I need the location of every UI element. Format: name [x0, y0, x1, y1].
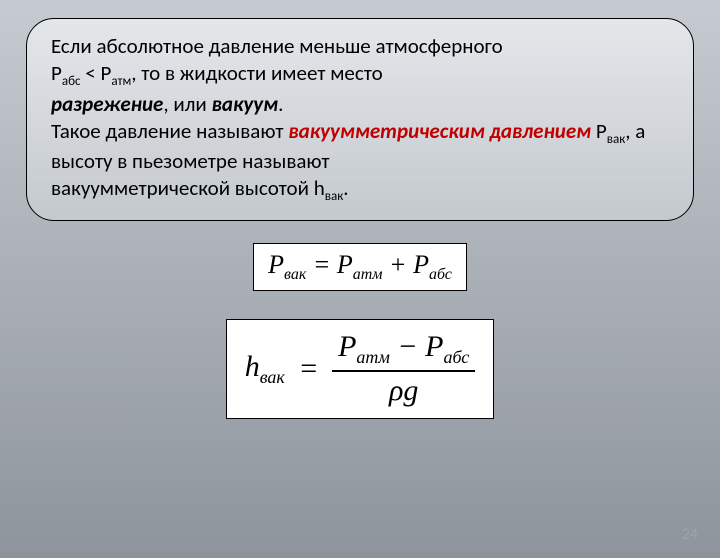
f1-sub-atm: атм: [353, 266, 383, 283]
f2-P2: P: [425, 330, 443, 363]
f2-sub-vak: вак: [260, 367, 285, 387]
text-line3-b: .: [278, 91, 283, 117]
text-line2-b: < Р: [81, 60, 112, 86]
em-vacuumetric-pressure: вакуумметрическим давлением: [288, 118, 591, 144]
f2-sub-atm: атм: [356, 347, 390, 367]
f2-minus: −: [390, 330, 425, 363]
f1-sub-abs: абс: [429, 266, 452, 283]
f2-rho: ρ: [389, 374, 403, 407]
f2-sub-abs: абс: [443, 347, 469, 367]
sub-vak: вак: [607, 132, 625, 147]
em-vacuum: вакуум: [212, 91, 279, 117]
definition-box: Если абсолютное давление меньше атмосфер…: [26, 18, 694, 221]
formula-pvak: Pвак = Pатм + Pабс: [253, 243, 467, 291]
f1-P1: P: [268, 250, 284, 279]
em-rarefaction: разрежение: [51, 91, 163, 117]
sub-abs: абс: [62, 74, 81, 89]
text-line1: Если абсолютное давление меньше атмосфер…: [51, 33, 503, 59]
text-line2-c: , то в жидкости имеет место: [131, 60, 382, 86]
f2-eq: =: [292, 352, 324, 386]
f2-P1: P: [338, 330, 356, 363]
f1-P3: P: [413, 250, 429, 279]
sub-atm: атм: [111, 74, 131, 89]
f1-plus: +: [383, 250, 414, 279]
f1-eq: =: [306, 250, 337, 279]
text-line5-a: вакуумметрической высотой h: [51, 175, 325, 201]
f2-numerator: Pатм − Pабс: [332, 330, 475, 372]
text-line5-b: .: [343, 175, 348, 201]
sub-hvak: вак: [325, 189, 343, 204]
formula1-container: Pвак = Pатм + Pабс: [0, 243, 720, 291]
formula-hvak: hвак = Pатм − Pабс ρg: [226, 319, 495, 419]
f1-sub-vak: вак: [284, 266, 306, 283]
f2-lhs: hвак: [245, 350, 285, 388]
f2-h: h: [245, 350, 260, 383]
text-line3-a: , или: [163, 91, 211, 117]
f2-g: g: [403, 374, 418, 407]
text-line4-b: Р: [591, 118, 607, 144]
formula2-container: hвак = Pатм − Pабс ρg: [0, 319, 720, 419]
f1-P2: P: [337, 250, 353, 279]
f2-fraction: Pатм − Pабс ρg: [332, 330, 475, 408]
text-line2-a: Р: [51, 60, 62, 86]
f2-denominator: ρg: [332, 372, 475, 408]
text-line4-a: Такое давление называют: [51, 118, 288, 144]
page-number: 24: [682, 525, 698, 544]
